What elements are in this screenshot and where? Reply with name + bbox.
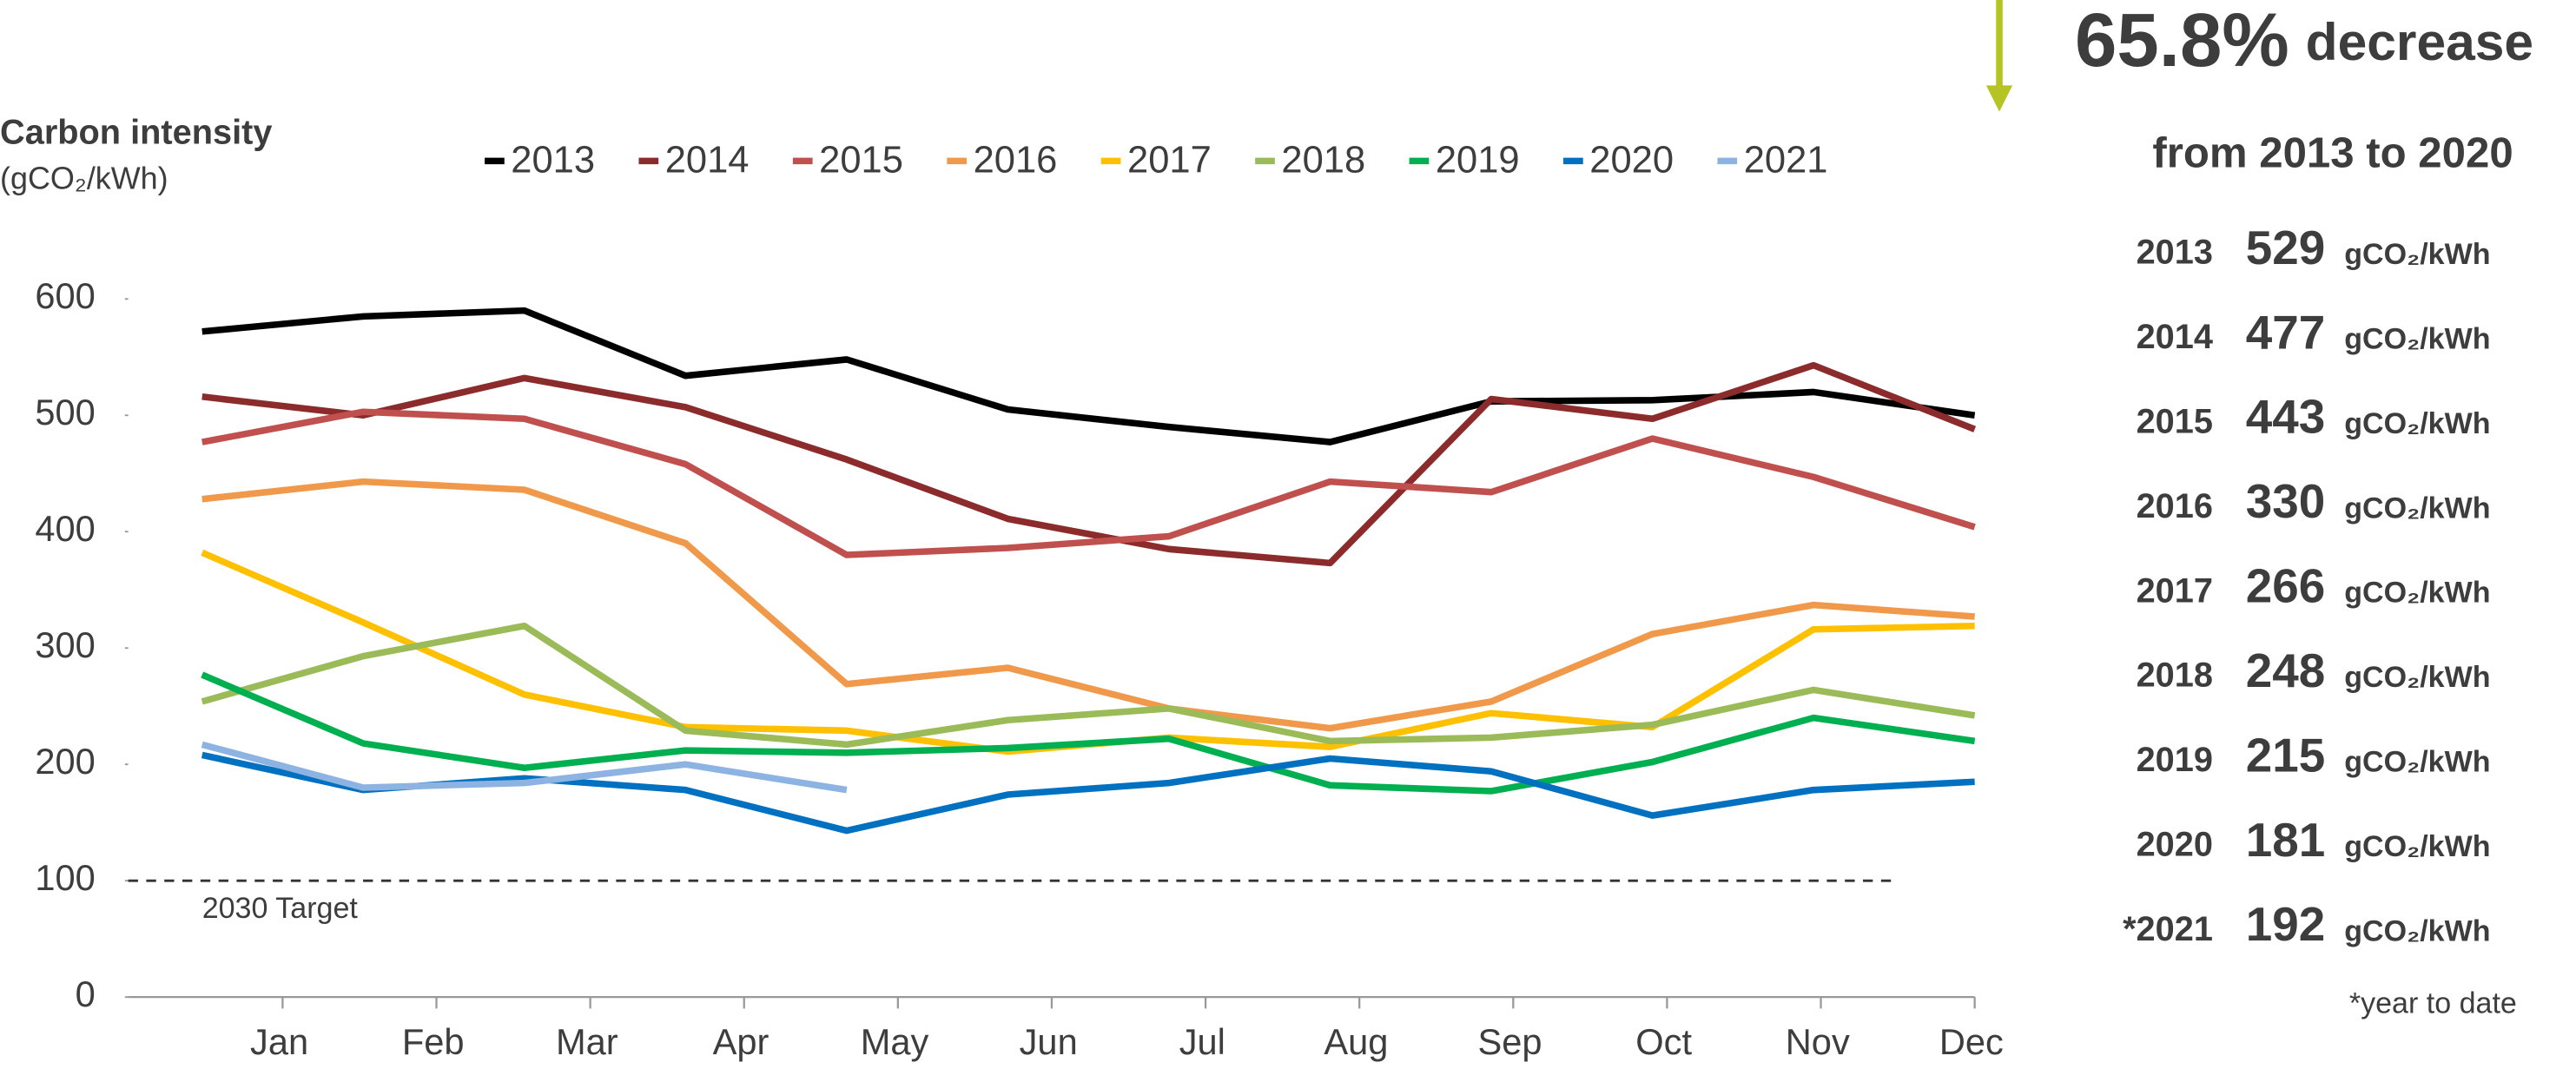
y-tick-label: 200 <box>35 741 95 782</box>
row-value: 248 <box>2246 643 2326 697</box>
headline: 65.8% decrease <box>2075 0 2533 82</box>
row-unit: gCO₂/kWh <box>2344 830 2490 863</box>
y-tick-label: 400 <box>35 508 95 549</box>
series-line <box>201 361 1977 567</box>
target-label: 2030 Target <box>202 892 359 925</box>
arrow-head <box>1985 85 2013 112</box>
x-tick-label: Jun <box>1020 1021 1078 1062</box>
row-year: 2015 <box>2137 403 2213 441</box>
row-unit: gCO₂/kWh <box>2344 492 2490 525</box>
row-unit: gCO₂/kWh <box>2344 746 2490 779</box>
x-tick-label: Jan <box>250 1021 308 1062</box>
y-tick-label: 100 <box>35 857 95 898</box>
series-line <box>201 478 1975 732</box>
legend-label: 2021 <box>1744 140 1828 181</box>
headline-text: decrease <box>2306 12 2533 71</box>
x-tick-label: Jul <box>1179 1021 1225 1062</box>
legend-label: 2017 <box>1127 140 1212 181</box>
row-unit: gCO₂/kWh <box>2344 322 2490 355</box>
row-value: 181 <box>2246 813 2326 867</box>
chart-title: Carbon intensity <box>0 114 272 152</box>
row-year: 2017 <box>2137 571 2213 610</box>
row-value: 477 <box>2246 305 2326 359</box>
x-tick-label: Mar <box>556 1021 618 1062</box>
series-line <box>201 751 1975 835</box>
row-year: 2020 <box>2137 826 2213 864</box>
y-tick-label: 500 <box>35 392 95 432</box>
legend-label: 2018 <box>1281 140 1365 181</box>
legend-label: 2013 <box>511 140 595 181</box>
series-line <box>201 622 1976 749</box>
row-value: 192 <box>2246 897 2326 951</box>
legend-label: 2020 <box>1589 140 1674 181</box>
row-value: 330 <box>2246 474 2326 528</box>
row-value: 266 <box>2246 559 2326 613</box>
series-line <box>201 307 1976 445</box>
row-unit: gCO₂/kWh <box>2344 238 2490 271</box>
x-tick-label: Sep <box>1478 1021 1542 1062</box>
series-line <box>201 741 848 794</box>
row-year: 2019 <box>2137 741 2213 779</box>
series-line <box>201 408 1976 558</box>
footnote: *year to date <box>2349 987 2517 1020</box>
row-unit: gCO₂/kWh <box>2344 914 2490 947</box>
legend-label: 2016 <box>974 140 1058 181</box>
series-line <box>201 671 1976 795</box>
row-unit: gCO₂/kWh <box>2344 407 2490 440</box>
legend-label: 2019 <box>1436 140 1520 181</box>
row-value: 215 <box>2246 728 2326 782</box>
x-tick-label: Nov <box>1786 1021 1850 1062</box>
x-tick-label: Aug <box>1324 1021 1388 1062</box>
y-axis-label: (gCO₂/kWh) <box>0 161 168 196</box>
x-tick-label: Oct <box>1635 1021 1692 1062</box>
row-unit: gCO₂/kWh <box>2344 577 2490 610</box>
row-year: 2014 <box>2137 318 2213 356</box>
row-value: 443 <box>2246 390 2326 444</box>
x-tick-label: Dec <box>1939 1021 2004 1062</box>
row-unit: gCO₂/kWh <box>2344 661 2490 694</box>
row-year: 2013 <box>2137 234 2213 272</box>
row-value: 529 <box>2246 221 2326 274</box>
x-tick-label: May <box>861 1021 929 1062</box>
x-tick-label: Feb <box>402 1021 465 1062</box>
x-tick-label: Apr <box>713 1021 769 1062</box>
row-year: 2018 <box>2137 657 2213 695</box>
y-tick-label: 300 <box>35 624 95 665</box>
row-year: *2021 <box>2123 910 2213 948</box>
y-tick-label: 0 <box>76 973 96 1014</box>
legend-label: 2014 <box>665 140 750 181</box>
headline-value: 65.8% <box>2075 0 2289 82</box>
row-year: 2016 <box>2137 487 2213 525</box>
y-tick-label: 600 <box>35 275 95 316</box>
summary-subtitle: from 2013 to 2020 <box>2152 129 2513 177</box>
legend-label: 2015 <box>819 140 903 181</box>
series-line <box>201 549 1975 756</box>
